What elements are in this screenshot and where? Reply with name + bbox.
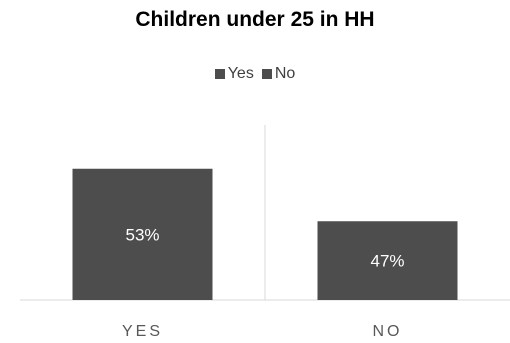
legend-label-yes: Yes [227,65,254,82]
data-label-no: 47% [370,252,404,271]
chart-title: Children under 25 in HH [135,8,375,31]
chart-legend: Yes No [0,65,510,83]
legend-item-no: No [261,65,296,83]
x-tick-label-yes: YES [122,323,163,340]
bars-group: 53% YES 47% NO [72,168,458,340]
x-tick-label-no: NO [373,323,403,340]
legend-swatch-yes [214,69,225,79]
legend-swatch-no [261,69,272,79]
bar-no [317,221,458,300]
bar-yes [72,168,213,300]
legend-label-no: No [274,65,296,82]
data-label-yes: 53% [125,225,159,244]
legend-item-yes: Yes [214,65,254,83]
